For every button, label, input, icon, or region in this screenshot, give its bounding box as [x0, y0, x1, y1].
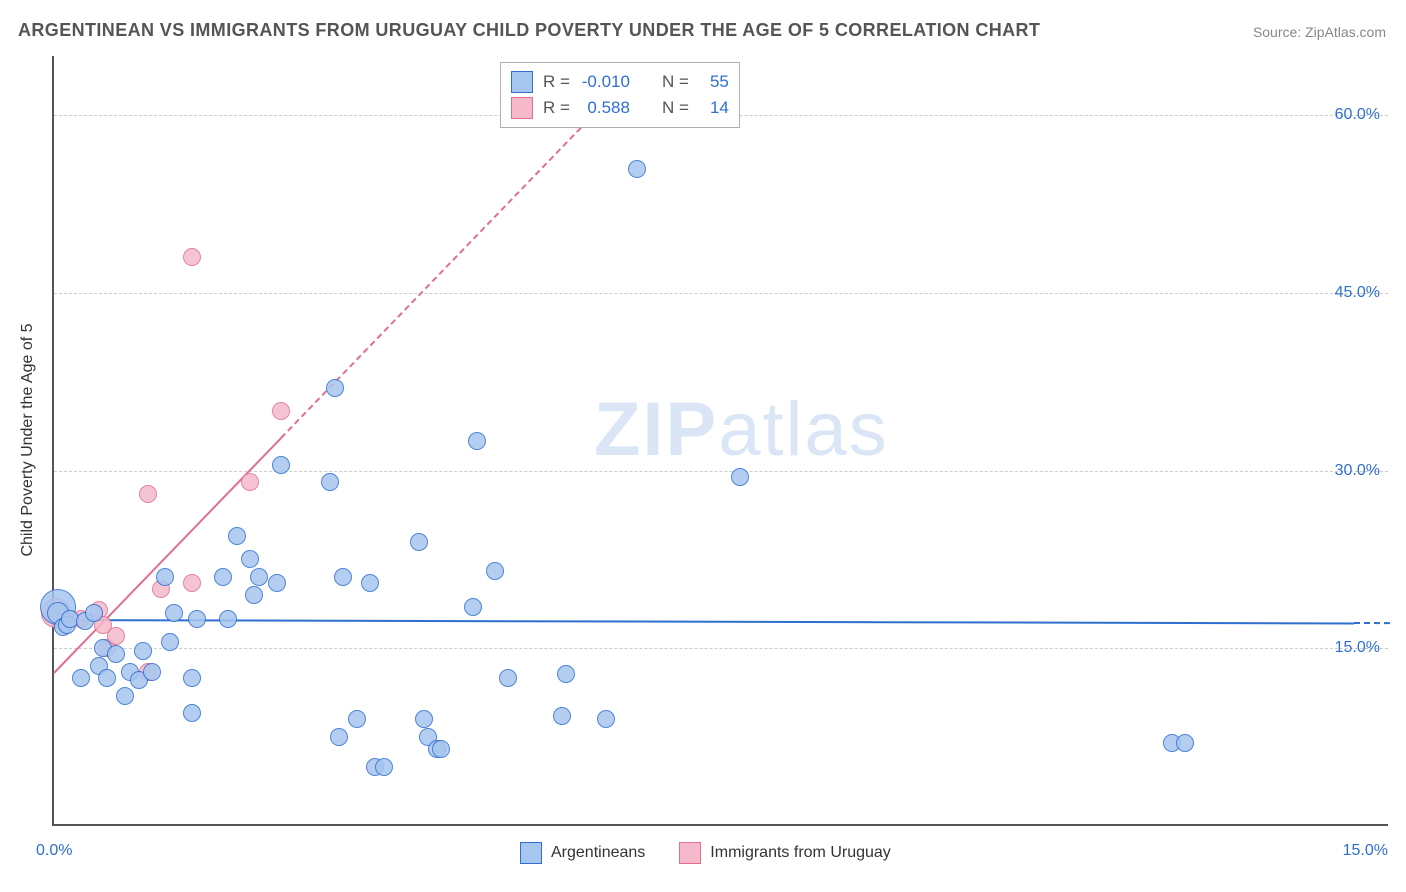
y-tick-label: 30.0% [1335, 462, 1380, 480]
scatter-point [597, 710, 615, 728]
r-value: -0.010 [580, 72, 630, 92]
n-label: N = [662, 98, 689, 118]
scatter-point [557, 665, 575, 683]
x-axis-min-label: 0.0% [36, 842, 72, 860]
scatter-point [1176, 734, 1194, 752]
y-tick-label: 45.0% [1335, 284, 1380, 302]
scatter-point [183, 704, 201, 722]
series-swatch [511, 71, 533, 93]
plot-area: ZIPatlas 15.0% 30.0% 45.0% 60.0% [52, 56, 1388, 826]
scatter-point [250, 568, 268, 586]
watermark-atlas: atlas [718, 387, 889, 472]
y-tick-label: 15.0% [1335, 639, 1380, 657]
scatter-point [272, 456, 290, 474]
scatter-point [415, 710, 433, 728]
scatter-point [241, 473, 259, 491]
scatter-point [228, 527, 246, 545]
scatter-point [361, 574, 379, 592]
scatter-point [98, 669, 116, 687]
gridline [54, 648, 1388, 649]
scatter-point [348, 710, 366, 728]
watermark-zip: ZIP [594, 387, 718, 472]
scatter-point [139, 485, 157, 503]
scatter-point [188, 610, 206, 628]
scatter-point [464, 598, 482, 616]
scatter-point [245, 586, 263, 604]
scatter-point [156, 568, 174, 586]
scatter-point [468, 432, 486, 450]
n-value: 55 [699, 72, 729, 92]
scatter-point [183, 248, 201, 266]
legend: Argentineans Immigrants from Uruguay [520, 842, 891, 864]
scatter-point [628, 160, 646, 178]
x-axis-max-label: 15.0% [1343, 842, 1388, 860]
scatter-point [116, 687, 134, 705]
source-attribution: Source: ZipAtlas.com [1253, 24, 1386, 40]
scatter-point [553, 707, 571, 725]
scatter-point [432, 740, 450, 758]
legend-item: Immigrants from Uruguay [679, 842, 891, 864]
scatter-point [334, 568, 352, 586]
r-label: R = [543, 72, 570, 92]
correlation-stats-box: R = -0.010 N = 55 R = 0.588 N = 14 [500, 62, 740, 128]
scatter-point [72, 669, 90, 687]
gridline [54, 471, 1388, 472]
legend-label: Immigrants from Uruguay [710, 844, 891, 862]
y-axis-label: Child Poverty Under the Age of 5 [19, 323, 37, 556]
legend-swatch [520, 842, 542, 864]
scatter-point [241, 550, 259, 568]
r-label: R = [543, 98, 570, 118]
r-value: 0.588 [580, 98, 630, 118]
trendline [54, 619, 1354, 624]
scatter-point [499, 669, 517, 687]
chart-title: ARGENTINEAN VS IMMIGRANTS FROM URUGUAY C… [18, 20, 1040, 41]
scatter-point [330, 728, 348, 746]
y-tick-label: 60.0% [1335, 106, 1380, 124]
scatter-point [321, 473, 339, 491]
scatter-point [326, 379, 344, 397]
stats-row: R = 0.588 N = 14 [511, 95, 729, 121]
scatter-point [486, 562, 504, 580]
scatter-point [161, 633, 179, 651]
legend-label: Argentineans [551, 844, 645, 862]
scatter-point [272, 402, 290, 420]
scatter-point [183, 574, 201, 592]
legend-swatch [679, 842, 701, 864]
scatter-point [375, 758, 393, 776]
scatter-point [214, 568, 232, 586]
scatter-point [134, 642, 152, 660]
scatter-point [731, 468, 749, 486]
watermark: ZIPatlas [594, 386, 889, 473]
scatter-point [183, 669, 201, 687]
legend-item: Argentineans [520, 842, 645, 864]
scatter-point [219, 610, 237, 628]
series-swatch [511, 97, 533, 119]
trendline [1354, 622, 1390, 624]
scatter-point [268, 574, 286, 592]
scatter-point [165, 604, 183, 622]
scatter-point [85, 604, 103, 622]
scatter-point [410, 533, 428, 551]
n-value: 14 [699, 98, 729, 118]
n-label: N = [662, 72, 689, 92]
scatter-point [107, 645, 125, 663]
scatter-point [143, 663, 161, 681]
stats-row: R = -0.010 N = 55 [511, 69, 729, 95]
gridline [54, 293, 1388, 294]
